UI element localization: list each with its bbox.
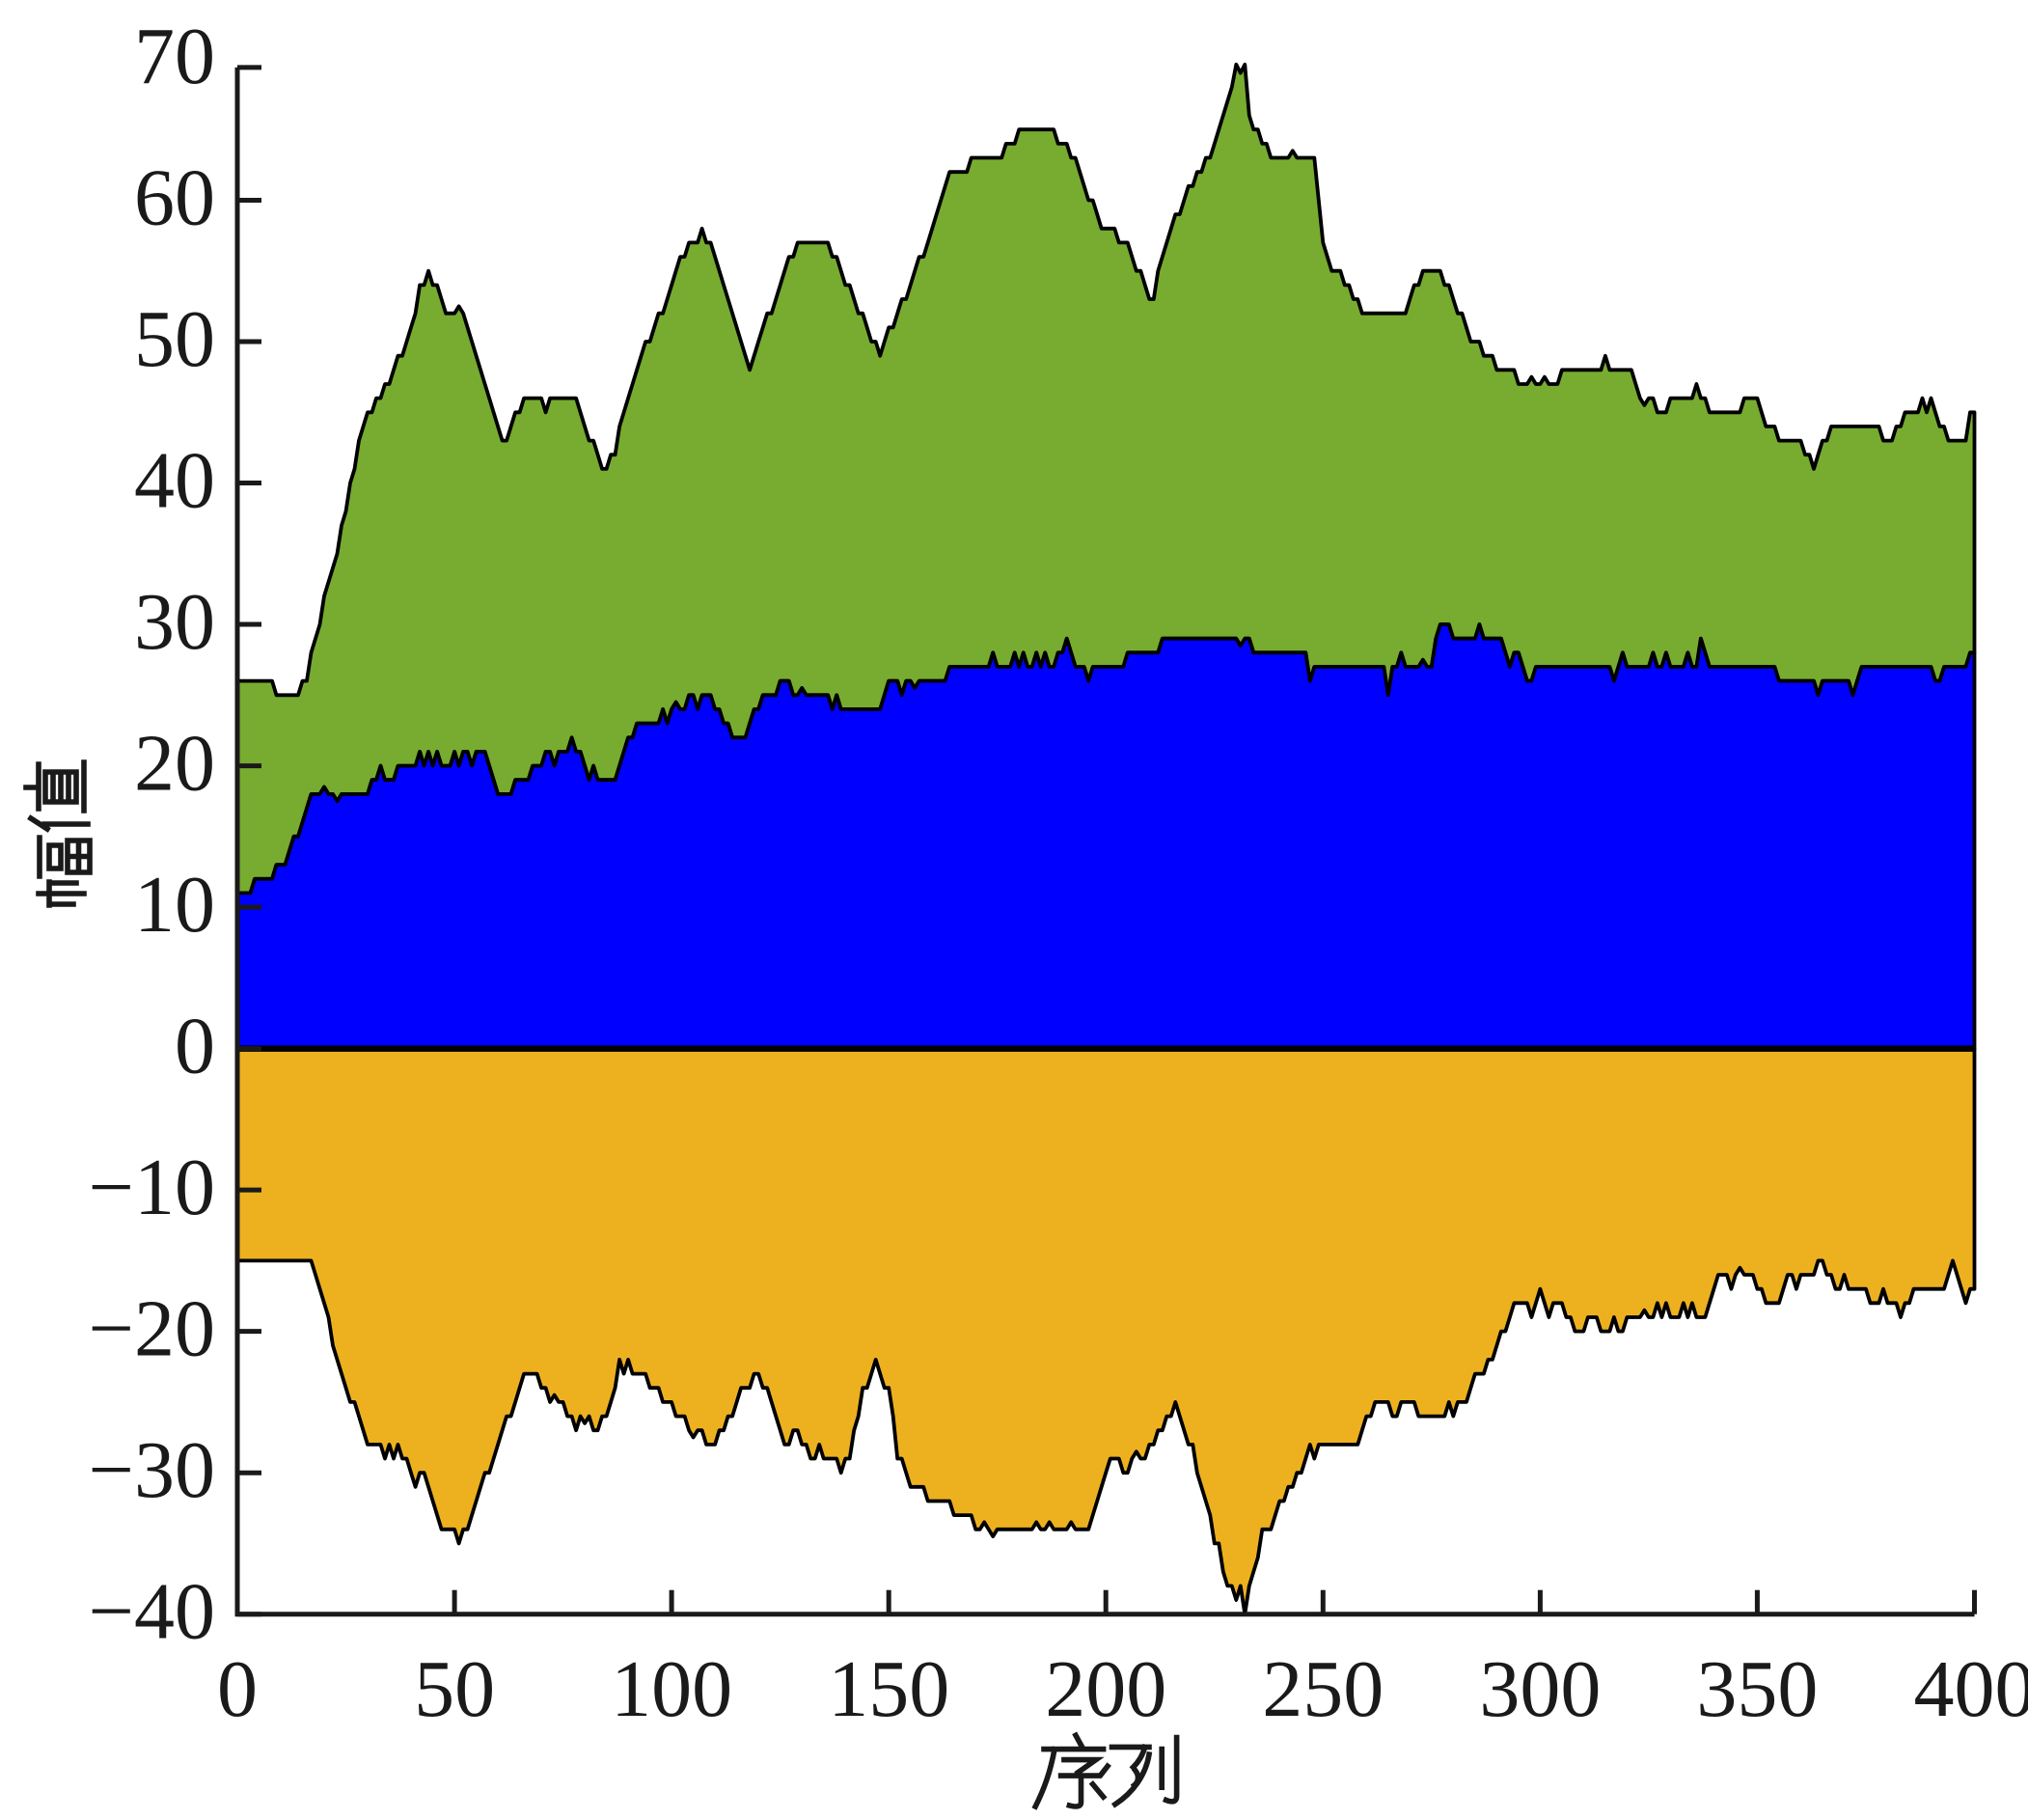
svg-text:−40: −40 xyxy=(89,1567,215,1657)
svg-text:0: 0 xyxy=(217,1644,258,1734)
svg-text:70: 70 xyxy=(134,12,215,101)
svg-text:−20: −20 xyxy=(89,1284,215,1374)
svg-text:100: 100 xyxy=(611,1644,732,1734)
svg-text:60: 60 xyxy=(134,152,215,242)
svg-text:50: 50 xyxy=(134,294,215,384)
svg-text:50: 50 xyxy=(414,1644,495,1734)
svg-text:0: 0 xyxy=(175,1001,215,1090)
svg-text:350: 350 xyxy=(1696,1644,1818,1734)
svg-text:300: 300 xyxy=(1479,1644,1601,1734)
svg-text:30: 30 xyxy=(134,577,215,667)
svg-text:−10: −10 xyxy=(89,1143,215,1232)
svg-text:−30: −30 xyxy=(89,1425,215,1515)
svg-text:400: 400 xyxy=(1914,1644,2028,1734)
svg-text:20: 20 xyxy=(134,718,215,808)
svg-text:150: 150 xyxy=(828,1644,949,1734)
svg-text:10: 10 xyxy=(134,860,215,950)
svg-text:40: 40 xyxy=(134,435,215,525)
svg-text:250: 250 xyxy=(1262,1644,1384,1734)
svg-text:200: 200 xyxy=(1045,1644,1166,1734)
